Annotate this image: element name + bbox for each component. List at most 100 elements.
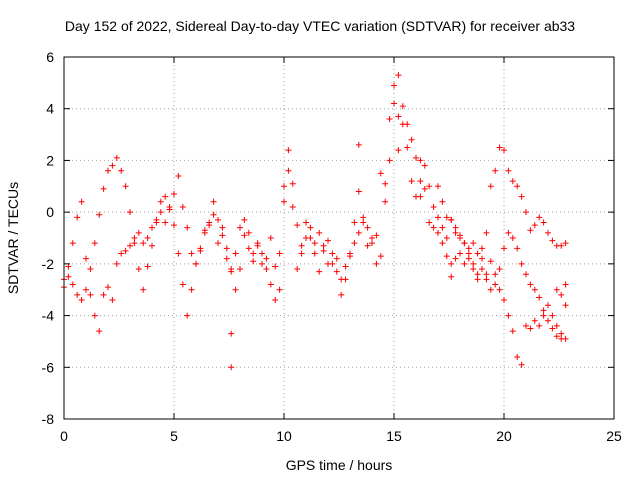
x-tick-label: 25	[606, 428, 622, 444]
data-point	[553, 286, 560, 293]
data-point	[281, 183, 287, 190]
data-point	[96, 211, 103, 218]
series-outliers	[228, 72, 455, 371]
axis-ticks: 0 5 10 15 20 25 -8 -6 -4 -2 0 2 4 6	[42, 49, 622, 444]
data-point	[474, 271, 481, 278]
data-point	[105, 284, 111, 291]
data-point	[413, 154, 419, 161]
data-point	[558, 291, 565, 298]
y-tick-label: 4	[46, 101, 54, 117]
data-point	[65, 273, 72, 280]
data-point	[408, 136, 415, 143]
data-point	[487, 286, 494, 293]
data-point	[531, 222, 538, 229]
data-point	[479, 255, 485, 262]
data-point	[311, 250, 318, 257]
data-point	[210, 211, 217, 218]
data-point	[377, 170, 384, 177]
data-point	[153, 219, 160, 226]
data-point	[175, 250, 182, 257]
data-point	[237, 224, 243, 231]
data-point	[91, 240, 98, 247]
data-point	[373, 260, 380, 267]
data-point	[518, 193, 525, 200]
data-point	[452, 224, 459, 231]
data-point	[501, 245, 507, 252]
data-point	[558, 242, 565, 249]
data-point	[320, 247, 327, 254]
data-point	[342, 263, 349, 270]
x-tick-label: 20	[496, 428, 512, 444]
data-point	[443, 214, 450, 221]
x-axis-label: GPS time / hours	[286, 457, 393, 473]
data-point	[105, 167, 111, 174]
data-point	[562, 240, 569, 247]
data-point	[109, 162, 116, 169]
data-point	[188, 250, 195, 257]
data-point	[91, 312, 98, 319]
y-tick-label: -8	[42, 411, 55, 427]
y-tick-label: -2	[42, 256, 55, 272]
data-point	[333, 255, 340, 262]
data-point	[479, 266, 485, 273]
y-tick-label: 0	[46, 204, 54, 220]
data-point	[540, 312, 547, 319]
data-point	[461, 240, 468, 247]
data-point	[404, 144, 411, 151]
data-point	[483, 271, 490, 278]
data-point	[562, 302, 569, 309]
data-point	[254, 240, 261, 247]
data-point	[338, 276, 345, 283]
data-point	[223, 255, 230, 262]
data-point	[329, 250, 336, 257]
data-point	[540, 219, 547, 226]
plot-frame	[63, 56, 615, 420]
data-point	[408, 178, 415, 185]
data-point	[487, 258, 494, 265]
data-point	[228, 364, 235, 371]
data-point	[303, 219, 309, 226]
data-point	[382, 198, 389, 205]
data-point	[276, 286, 283, 293]
data-point	[369, 235, 375, 241]
data-point	[545, 317, 551, 324]
data-point	[135, 266, 142, 273]
data-point	[465, 255, 472, 262]
data-point	[272, 263, 279, 270]
data-point	[448, 216, 455, 223]
data-point	[399, 103, 406, 110]
data-point	[74, 291, 81, 298]
data-point	[113, 154, 120, 161]
data-point	[439, 198, 446, 205]
data-point	[439, 224, 446, 231]
data-point	[272, 297, 279, 304]
y-tick-label: -6	[42, 359, 55, 375]
data-point	[426, 219, 433, 226]
data-point	[179, 281, 186, 288]
data-point	[228, 266, 235, 273]
y-tick-label: 6	[46, 49, 54, 65]
data-point	[162, 219, 169, 226]
data-point	[210, 198, 217, 205]
data-point	[439, 240, 446, 247]
data-point	[492, 167, 499, 174]
data-point	[303, 235, 309, 241]
data-point	[206, 219, 213, 226]
data-point	[509, 235, 516, 241]
data-point	[536, 322, 543, 329]
data-point	[465, 245, 472, 252]
data-point	[78, 198, 85, 205]
y-tick-label: 2	[46, 152, 54, 168]
data-point	[351, 240, 358, 247]
data-point	[364, 242, 371, 249]
data-point	[96, 328, 103, 335]
data-point	[501, 147, 507, 154]
data-point	[188, 286, 195, 293]
data-point	[531, 286, 538, 293]
data-point	[179, 203, 186, 210]
data-point	[360, 219, 367, 226]
data-point	[166, 206, 173, 213]
data-point	[373, 232, 380, 239]
data-point	[65, 263, 72, 270]
